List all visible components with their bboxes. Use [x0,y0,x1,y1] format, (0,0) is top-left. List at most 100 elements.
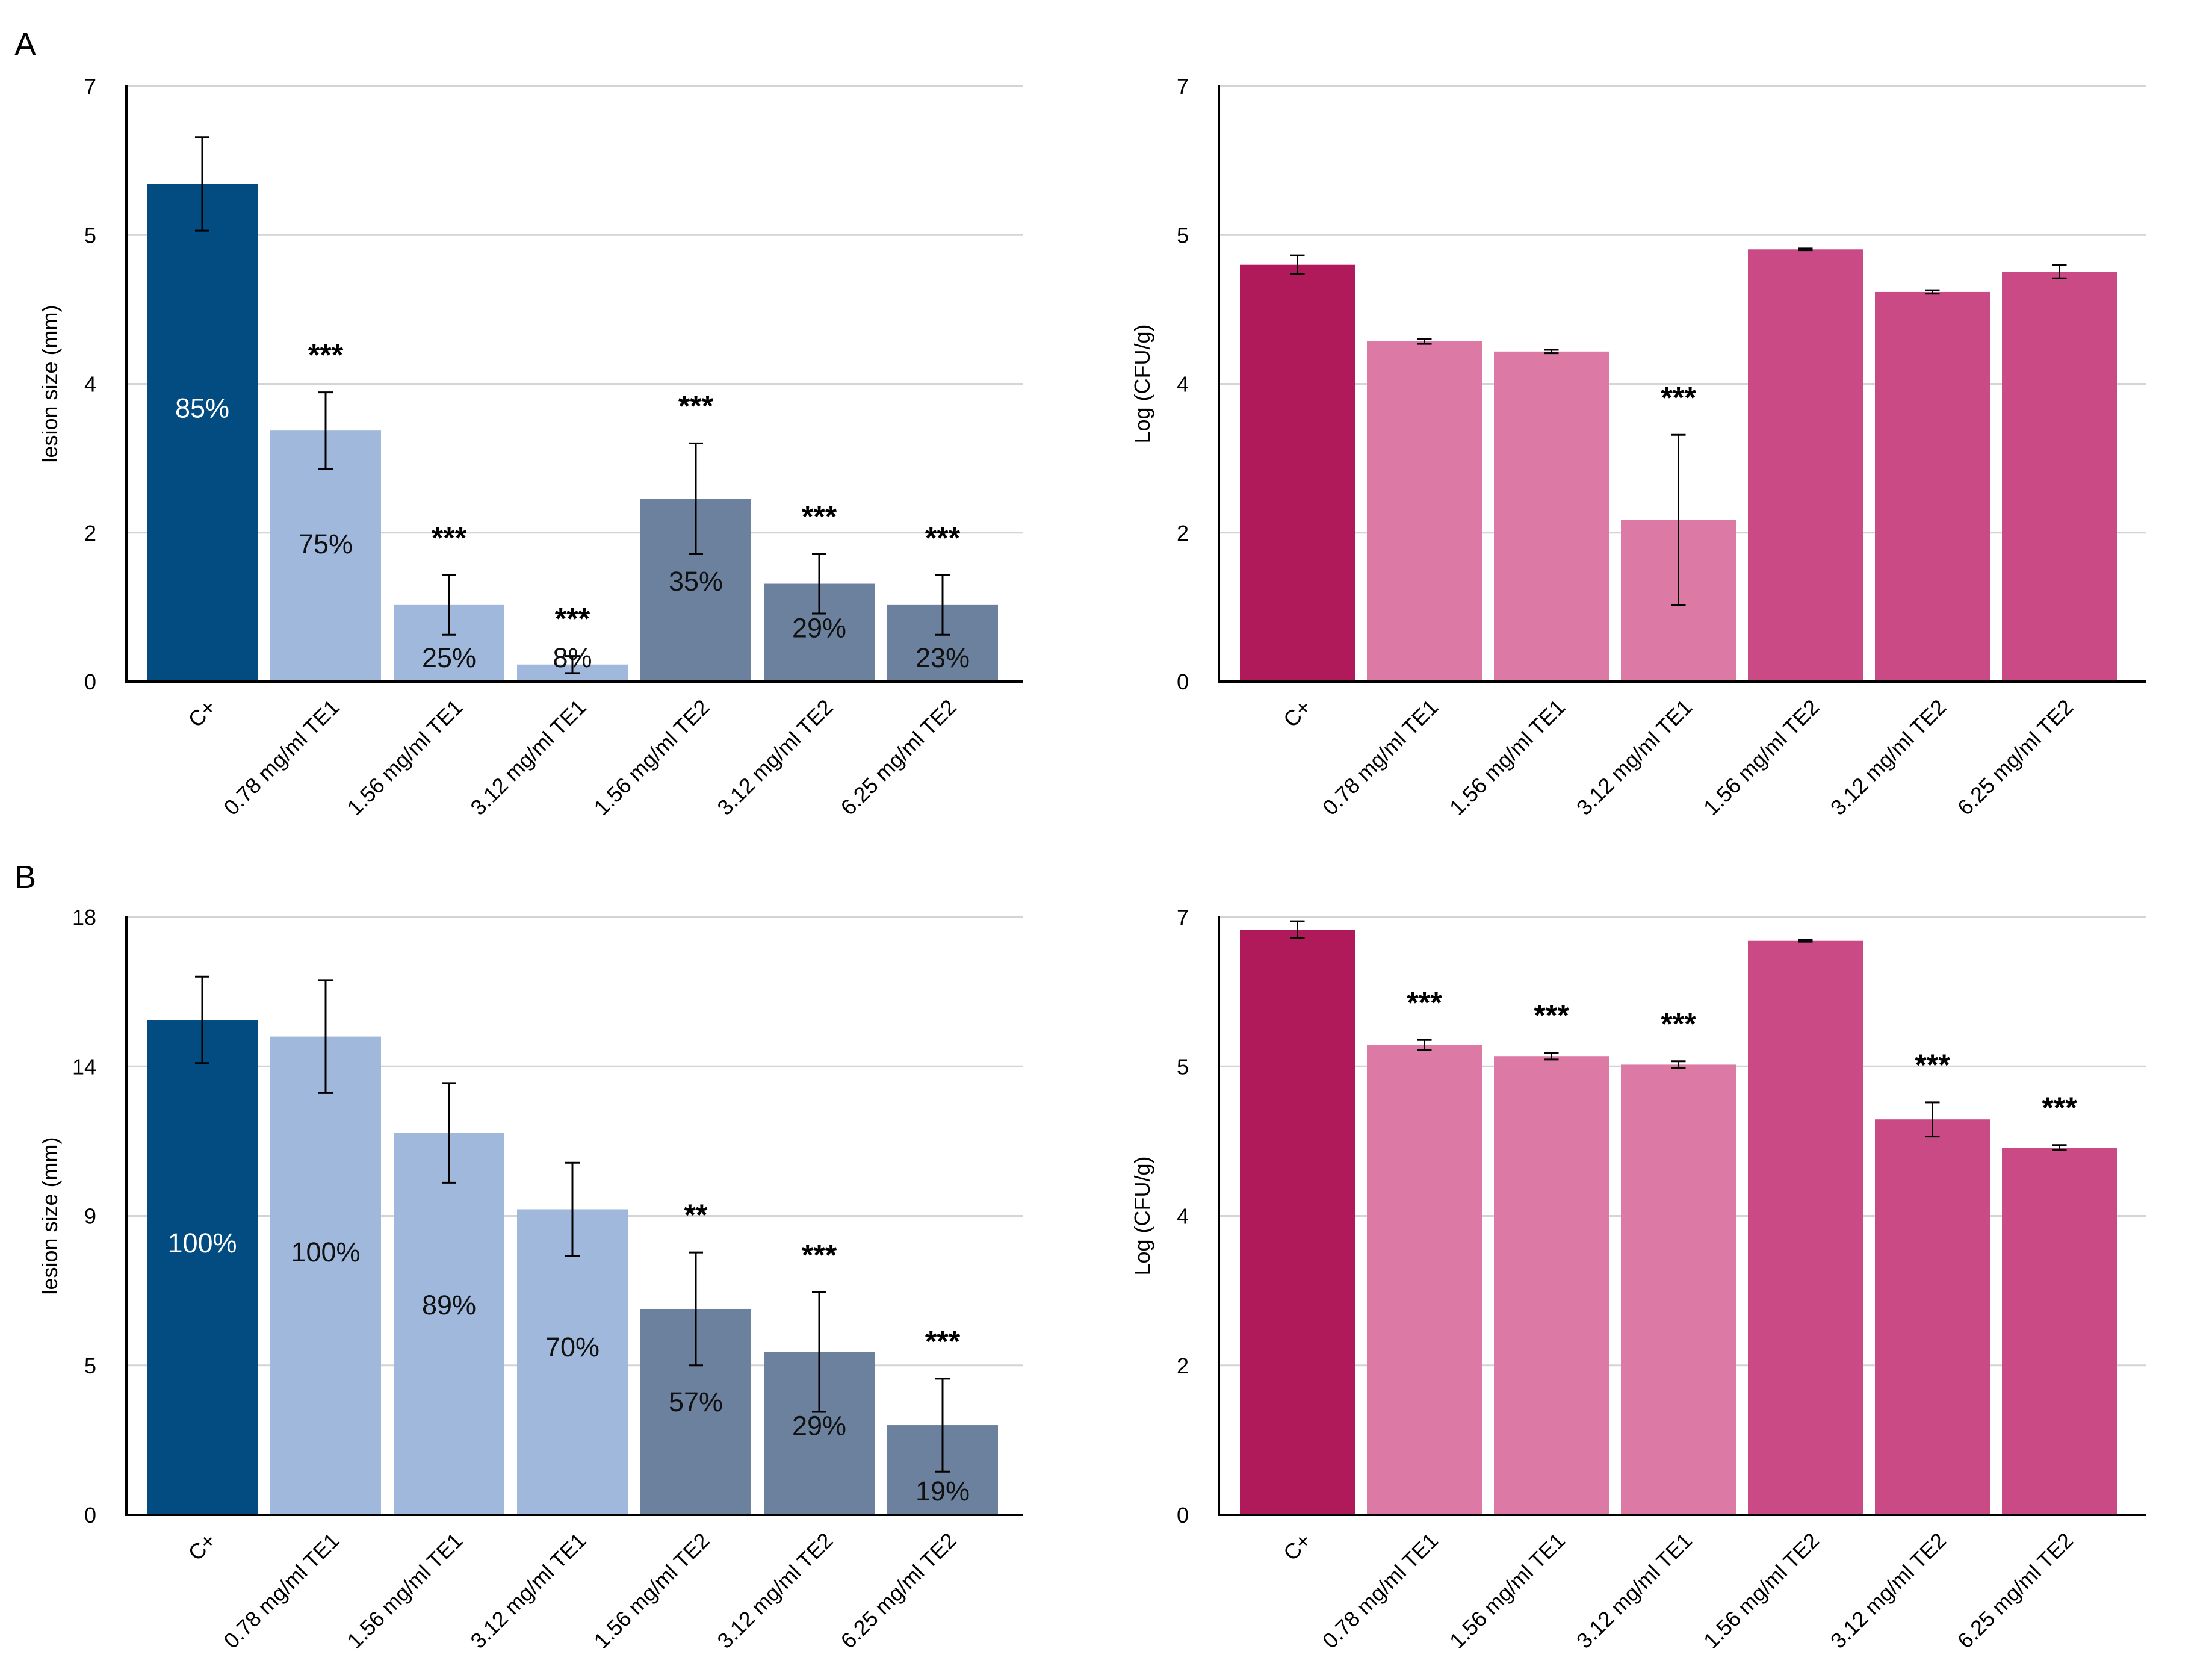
bar-percent-label: 70% [545,1332,599,1363]
bar [1875,291,1990,682]
bar [1367,341,1482,682]
x-tick-label: 0.78 mg/ml TE1 [218,1528,344,1653]
y-tick-label: 0 [84,1503,96,1527]
bar-percent-label: 85% [175,393,229,423]
chart-b-right: 0 2 4 5 7 Log (CFU/g) C+ *** 0.78 mg/ml TE1 *** 1.… [1130,905,2146,1653]
bar-percent-label: 19% [915,1476,970,1506]
y-tick-label: 5 [1177,223,1189,247]
significance-label: *** [555,602,590,636]
y-axis-label: Log (CFU/g) [1130,1156,1154,1275]
bar-percent-label: 57% [669,1387,723,1417]
x-tick-label: 1.56 mg/ml TE1 [342,1528,467,1653]
x-tick-label: C+ [1278,1528,1316,1565]
y-tick-label: 4 [84,372,96,397]
x-tick-label: 3.12 mg/ml TE1 [465,1528,590,1653]
x-tick-label: 6.25 mg/ml TE2 [1953,1528,2078,1653]
y-tick-label: 5 [84,1353,96,1378]
x-tick-label: 0.78 mg/ml TE1 [218,695,344,820]
panel-label-b: B [14,859,36,895]
bar-percent-label: 23% [915,642,970,673]
bar [517,1209,628,1515]
bar-percent-label: 35% [669,566,723,597]
y-tick-label: 0 [1177,1503,1189,1527]
bar [1748,940,1863,1515]
significance-label: *** [1534,999,1569,1033]
significance-label: *** [1661,381,1696,414]
x-tick-label: 1.56 mg/ml TE2 [589,1528,714,1653]
significance-label: *** [1407,986,1442,1019]
significance-label: *** [925,1325,961,1358]
bar-percent-label: 75% [299,529,353,559]
bar-percent-label: 25% [422,642,476,673]
bar [1621,1064,1736,1515]
y-tick-label: 18 [72,905,96,930]
x-tick-label: 0.78 mg/ml TE1 [1318,1528,1443,1653]
charts-layer: 0 2 4 5 7 lesion size (mm) 85% C+ 75% *** 0.78 mg/… [37,74,2146,1653]
y-tick-label: 0 [84,670,96,694]
bar [2002,1148,2117,1515]
x-tick-label: 1.56 mg/ml TE2 [1699,695,1824,820]
bar [1494,351,1609,682]
significance-label: *** [802,1238,837,1272]
bar [270,1036,381,1515]
bar [147,1020,258,1515]
significance-label: *** [678,389,714,423]
bar [270,430,381,682]
bar [1367,1045,1482,1515]
panel-label-a: A [14,26,36,63]
x-tick-label: 3.12 mg/ml TE2 [712,1528,837,1653]
y-axis-label: lesion size (mm) [37,1137,62,1294]
y-tick-label: 4 [1177,372,1189,397]
y-tick-label: 7 [1177,74,1189,99]
y-tick-label: 9 [84,1204,96,1229]
x-tick-label: C+ [1278,695,1316,732]
y-tick-label: 14 [72,1054,96,1079]
y-tick-label: 7 [1177,905,1189,930]
bar [1875,1119,1990,1515]
x-tick-label: 1.56 mg/ml TE2 [1699,1528,1824,1653]
significance-label: *** [1915,1048,1950,1082]
bar [147,184,258,682]
y-tick-label: 0 [1177,670,1189,694]
significance-label: *** [1661,1007,1696,1041]
bar [1494,1056,1609,1515]
significance-label: *** [308,338,344,372]
y-axis-label: lesion size (mm) [37,305,62,462]
chart-b-left: 0 5 9 14 18 lesion size (mm) 100% C+ 100% 0.78 mg… [37,905,1023,1653]
x-tick-label: 0.78 mg/ml TE1 [1318,695,1443,820]
y-tick-label: 2 [1177,1353,1189,1378]
bar [1240,930,1355,1515]
x-tick-label: 6.25 mg/ml TE2 [1953,695,2078,820]
x-tick-label: 6.25 mg/ml TE2 [835,1528,961,1653]
x-tick-label: C+ [183,1528,220,1565]
bar-percent-label: 100% [291,1237,360,1267]
bar-percent-label: 100% [167,1228,237,1258]
x-tick-label: 3.12 mg/ml TE1 [465,695,590,820]
bar [1748,249,1863,682]
x-tick-label: 3.12 mg/ml TE2 [1826,1528,1951,1653]
bar [394,1133,504,1515]
y-axis-label: Log (CFU/g) [1130,324,1154,443]
y-tick-label: 4 [1177,1204,1189,1229]
x-tick-label: 1.56 mg/ml TE1 [342,695,467,820]
significance-label: *** [2042,1091,2077,1125]
bar-percent-label: 29% [792,613,846,644]
x-tick-label: 3.12 mg/ml TE1 [1572,1528,1697,1653]
bar-percent-label: 8% [553,642,592,673]
significance-label: *** [802,500,837,533]
bar-percent-label: 29% [792,1410,846,1441]
x-tick-label: C+ [183,695,220,732]
bar [1240,264,1355,682]
x-tick-label: 6.25 mg/ml TE2 [835,695,961,820]
x-tick-label: 1.56 mg/ml TE1 [1445,695,1570,820]
y-tick-label: 7 [84,74,96,99]
x-tick-label: 1.56 mg/ml TE2 [589,695,714,820]
x-tick-label: 3.12 mg/ml TE2 [1826,695,1951,820]
bar [2002,272,2117,682]
significance-label: *** [925,521,961,555]
x-tick-label: 3.12 mg/ml TE1 [1572,695,1697,820]
significance-label: ** [684,1198,708,1232]
